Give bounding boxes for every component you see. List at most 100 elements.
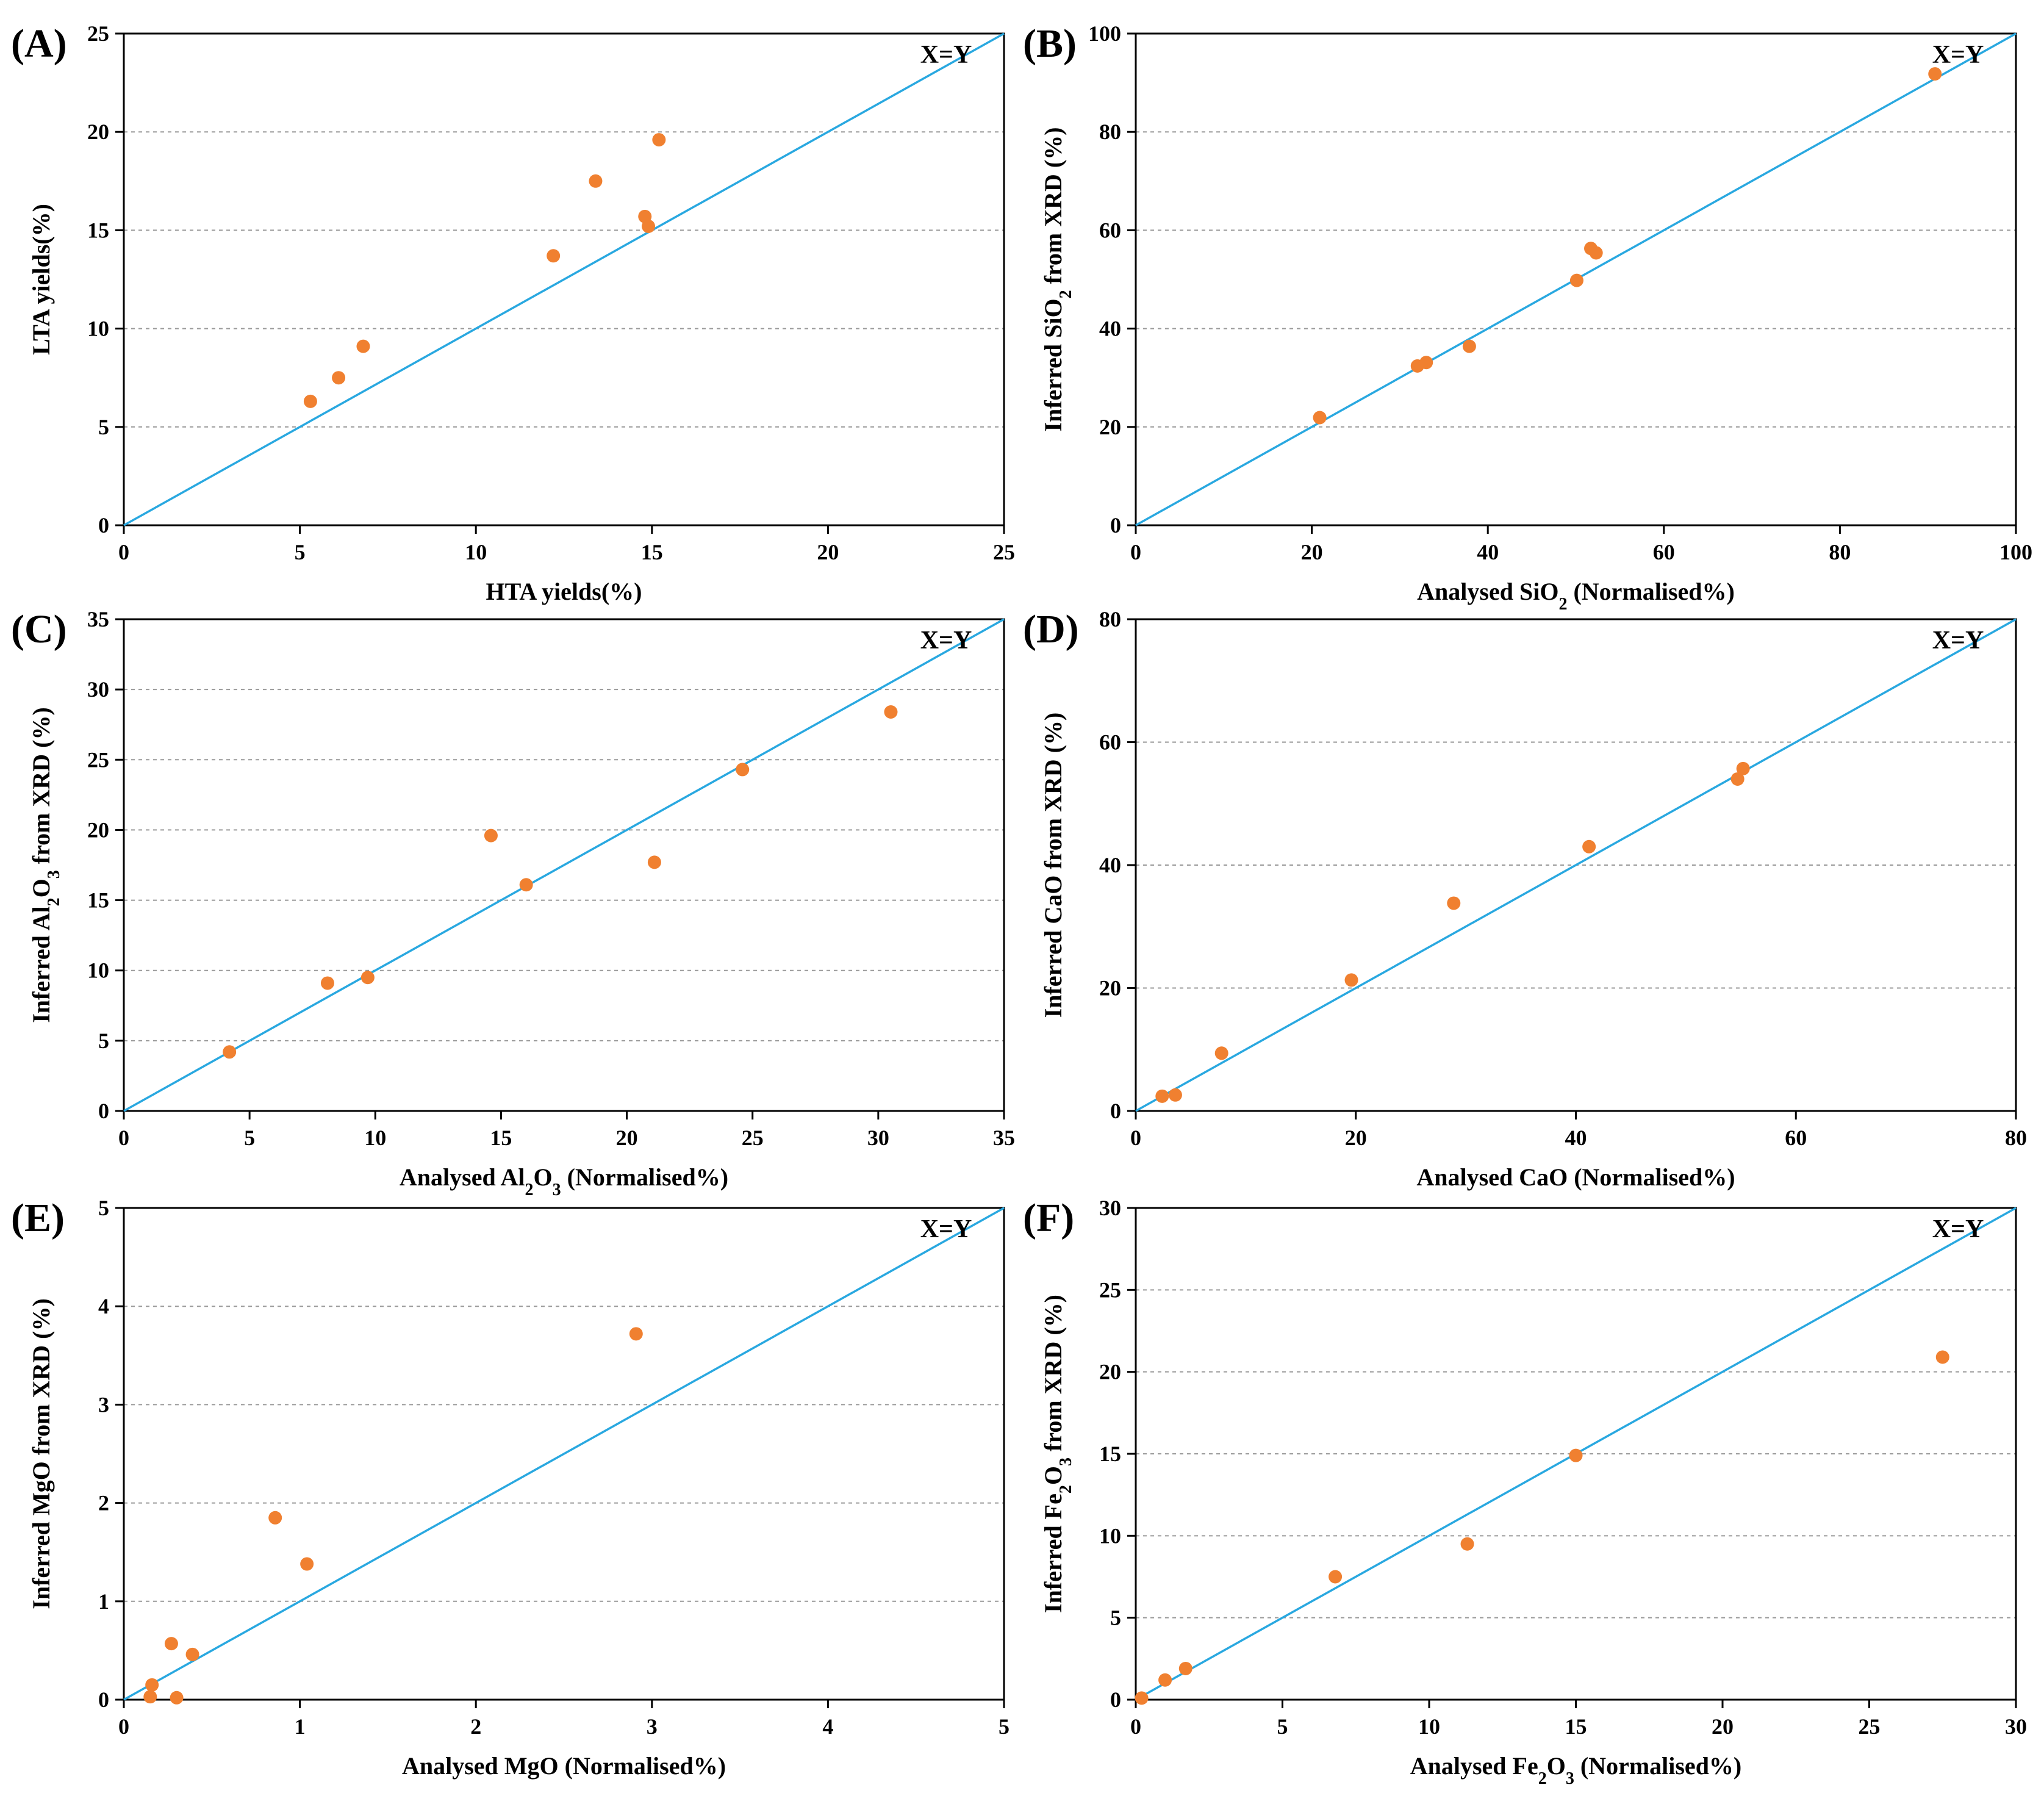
y-tick-label: 15 bbox=[87, 218, 109, 242]
x-tick-label: 0 bbox=[118, 540, 129, 564]
data-point bbox=[884, 705, 898, 719]
y-axis-label: Inferred SiO2 from XRD (%) bbox=[1039, 127, 1075, 431]
y-tick-label: 80 bbox=[1099, 120, 1121, 144]
reference-line-x-equals-y bbox=[1135, 618, 2017, 1112]
x-tick-label: 10 bbox=[465, 540, 487, 564]
x-tick-label: 10 bbox=[1418, 1714, 1440, 1739]
y-tick-label: 30 bbox=[1099, 1196, 1121, 1220]
y-tick-label: 35 bbox=[87, 607, 109, 631]
y-tick-label: 20 bbox=[1099, 415, 1121, 439]
data-point bbox=[143, 1690, 157, 1704]
x-tick-label: 3 bbox=[647, 1714, 658, 1739]
data-point bbox=[1589, 246, 1603, 260]
y-tick-label: 0 bbox=[1110, 513, 1121, 537]
data-point bbox=[303, 394, 317, 408]
x-tick-label: 40 bbox=[1565, 1126, 1587, 1150]
plot-frame bbox=[123, 618, 1005, 1112]
y-tick-label: 2 bbox=[98, 1491, 109, 1515]
data-point bbox=[642, 219, 656, 233]
x-tick-label: 25 bbox=[742, 1126, 764, 1150]
y-axis-label: Inferred Al2O3 from XRD (%) bbox=[27, 707, 63, 1023]
x-tick-label: 15 bbox=[490, 1126, 512, 1150]
x-tick-label: 30 bbox=[867, 1126, 889, 1150]
x-tick-label: 20 bbox=[616, 1126, 638, 1150]
data-point bbox=[1730, 772, 1745, 786]
x-tick-label: 10 bbox=[364, 1126, 386, 1150]
y-tick-label: 15 bbox=[87, 888, 109, 913]
y-tick-label: 0 bbox=[1110, 1687, 1121, 1712]
y-tick-label: 5 bbox=[1110, 1606, 1121, 1630]
data-point bbox=[484, 828, 498, 843]
data-point bbox=[164, 1637, 178, 1651]
data-point bbox=[268, 1511, 282, 1525]
data-point bbox=[1569, 273, 1583, 287]
panel-f: 0 5 10 15 20 25 30 0 5 10 15 20 25 30 X=Y (F) Analysed F… bbox=[1023, 1196, 2027, 1788]
panel-b: 0 20 40 60 80 100 0 20 40 60 80 100 X=Y (B) Analysed S… bbox=[1023, 21, 2032, 614]
panel-a: 0 5 10 15 20 25 0 5 10 15 20 25 X=Y (A) HTA yields(%) L… bbox=[11, 21, 1015, 605]
panel-label: (B) bbox=[1023, 21, 1077, 66]
y-tick-label: 100 bbox=[1088, 21, 1121, 46]
data-point bbox=[332, 371, 346, 385]
y-tick-label: 20 bbox=[1099, 976, 1121, 1001]
data-point bbox=[589, 174, 603, 188]
y-tick-label: 3 bbox=[98, 1392, 109, 1417]
plot-frame bbox=[1135, 32, 2017, 526]
reference-line-label: X=Y bbox=[920, 1215, 972, 1243]
data-point bbox=[170, 1691, 184, 1705]
y-tick-label: 25 bbox=[87, 747, 109, 772]
data-point bbox=[1928, 67, 1942, 81]
data-point bbox=[1344, 973, 1358, 987]
data-point bbox=[360, 971, 375, 985]
y-tick-label: 80 bbox=[1099, 607, 1121, 631]
data-point bbox=[300, 1557, 314, 1571]
panel-label: (D) bbox=[1023, 607, 1079, 652]
reference-line-label: X=Y bbox=[1932, 1215, 1984, 1243]
y-tick-label: 25 bbox=[87, 21, 109, 46]
x-tick-label: 20 bbox=[1345, 1126, 1367, 1150]
y-tick-label: 25 bbox=[1099, 1278, 1121, 1302]
data-point bbox=[320, 976, 334, 990]
y-tick-label: 5 bbox=[98, 1196, 109, 1220]
y-tick-label: 20 bbox=[87, 120, 109, 144]
data-point bbox=[223, 1045, 237, 1059]
panel-e: 0 1 2 3 4 5 0 1 2 3 4 5 X=Y (E) Analysed MgO (Normalis… bbox=[11, 1196, 1009, 1780]
data-point bbox=[547, 249, 561, 263]
data-point bbox=[1158, 1673, 1172, 1687]
x-axis-label: Analysed Fe2O3 (Normalised%) bbox=[1410, 1752, 1742, 1788]
y-tick-label: 20 bbox=[87, 818, 109, 842]
y-axis-label: Inferred Fe2O3 from XRD (%) bbox=[1039, 1295, 1075, 1613]
plot-frame bbox=[123, 32, 1005, 526]
y-tick-label: 30 bbox=[87, 677, 109, 702]
data-point bbox=[647, 855, 661, 869]
reference-line-label: X=Y bbox=[1932, 41, 1984, 69]
y-tick-label: 5 bbox=[98, 415, 109, 439]
panel-label: (E) bbox=[11, 1196, 65, 1240]
data-point bbox=[1168, 1088, 1182, 1102]
y-tick-label: 60 bbox=[1099, 218, 1121, 242]
panel-label: (F) bbox=[1023, 1196, 1074, 1240]
y-axis-label: Inferred MgO from XRD (%) bbox=[27, 1298, 55, 1609]
y-tick-label: 15 bbox=[1099, 1442, 1121, 1466]
data-point bbox=[1155, 1089, 1169, 1103]
data-point bbox=[145, 1678, 159, 1692]
data-point bbox=[1447, 896, 1461, 910]
panel-d: 0 20 40 60 80 0 20 40 60 80 X=Y (D) Analysed CaO (No… bbox=[1023, 607, 2027, 1191]
reference-line-label: X=Y bbox=[920, 627, 972, 655]
y-tick-label: 60 bbox=[1099, 730, 1121, 755]
data-point bbox=[1462, 339, 1476, 353]
y-tick-label: 10 bbox=[1099, 1523, 1121, 1548]
y-tick-label: 10 bbox=[87, 317, 109, 341]
data-point bbox=[1178, 1661, 1192, 1675]
data-point bbox=[1329, 1570, 1343, 1584]
data-point bbox=[1569, 1448, 1583, 1462]
panel-c: 0 5 10 15 20 25 30 35 0 5 10 15 20 25 30 35 X=Y (C) Analys… bbox=[11, 607, 1015, 1199]
data-point bbox=[652, 133, 666, 147]
y-tick-label: 5 bbox=[98, 1029, 109, 1053]
y-tick-label: 4 bbox=[98, 1294, 109, 1318]
y-tick-label: 0 bbox=[98, 1687, 109, 1712]
data-point bbox=[519, 878, 533, 892]
reference-line-label: X=Y bbox=[1932, 627, 1984, 655]
x-tick-label: 60 bbox=[1653, 540, 1675, 564]
data-point bbox=[1214, 1046, 1228, 1060]
x-tick-label: 5 bbox=[1277, 1714, 1288, 1739]
